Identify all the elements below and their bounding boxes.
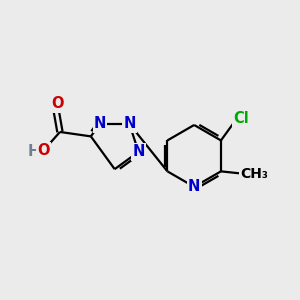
Text: N: N	[188, 179, 200, 194]
Text: Cl: Cl	[233, 111, 248, 126]
Text: O: O	[38, 143, 50, 158]
Text: N: N	[123, 116, 136, 131]
Text: N: N	[132, 144, 145, 159]
Text: N: N	[94, 116, 106, 131]
Text: CH₃: CH₃	[240, 167, 268, 181]
Text: H: H	[27, 144, 40, 159]
Text: O: O	[51, 97, 63, 112]
